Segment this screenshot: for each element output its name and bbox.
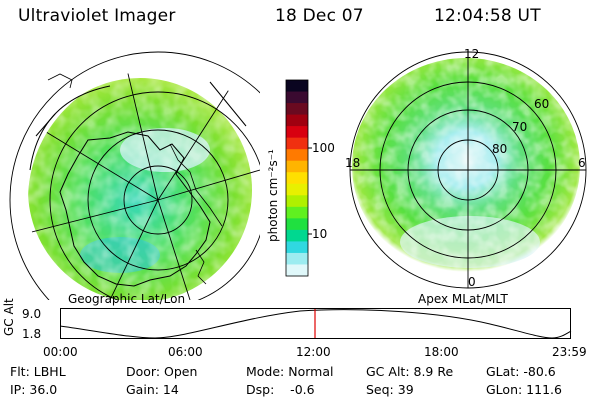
mlt-label-6: 6 [578,156,586,170]
mlat-label-80: 80 [492,142,508,156]
colorbar-tick-100: 100 [312,141,335,155]
mlt-label-18: 18 [345,156,361,170]
header-date: 18 Dec 07 [275,6,364,26]
orbit-xtick-3: 18:00 [424,345,459,359]
colorbar-segment [286,137,308,150]
info-ip: IP: 36.0 [10,382,58,397]
colorbar-segment [286,218,308,231]
colorbar-segment [286,80,308,93]
info-glon: GLon: 111.6 [486,382,562,397]
info-door: Door: Open [126,364,198,379]
colorbar-segment [286,149,308,162]
info-seq: Seq: 39 [366,382,414,397]
mlt-label-12: 12 [464,47,480,61]
colorbar-segment [286,126,308,139]
colorbar-segment [286,229,308,242]
colorbar-segment [286,195,308,208]
coastline [59,131,211,287]
info-glat: GLat: -80.6 [486,364,556,379]
orbit-altitude-plot [60,308,572,339]
orbit-altitude-curve [60,309,572,339]
orbit-ytick-low: 1.8 [22,327,42,341]
orbit-ylabel: GC Alt [2,298,16,336]
mlat-label-60: 60 [534,97,550,111]
info-filter: Flt: LBHL [10,364,66,379]
orbit-xtick-2: 12:00 [296,345,331,359]
colorbar-segment [286,114,308,127]
colorbar-segment [286,103,308,116]
colorbar-segment [286,252,308,265]
header-time: 12:04:58 UT [434,6,541,26]
colorbar-segment [286,183,308,196]
info-dsp: Dsp: -0.6 [246,382,315,397]
colorbar-tick-10: 10 [312,227,328,241]
info-mode: Mode: Normal [246,364,334,379]
orbit-ytick-high: 9.0 [22,307,42,321]
colorbar-segment [286,160,308,173]
geographic-map [9,51,260,300]
colorbar-segment [286,241,308,254]
info-gain: Gain: 14 [126,382,179,397]
orbit-xtick-1: 06:00 [168,345,203,359]
colorbar-segment [286,172,308,185]
left-panel-caption: Geographic Lat/Lon [68,292,186,306]
colorbar-segment [286,264,308,277]
mlt-label-0: 0 [468,275,476,289]
colorbar-segment [286,206,308,219]
orbit-xtick-4: 23:59 [552,345,587,359]
mlat-label-70: 70 [512,120,528,134]
colorbar [285,79,312,277]
apex-polar-plot [349,51,587,289]
orbit-xtick-0: 00:00 [43,345,78,359]
right-panel-caption: Apex MLat/MLT [418,292,508,306]
colorbar-label: photon cm⁻²s⁻¹ [266,149,280,242]
instrument-title: Ultraviolet Imager [18,6,176,26]
colorbar-segment [286,91,308,104]
info-gc-alt: GC Alt: 8.9 Re [366,364,454,379]
